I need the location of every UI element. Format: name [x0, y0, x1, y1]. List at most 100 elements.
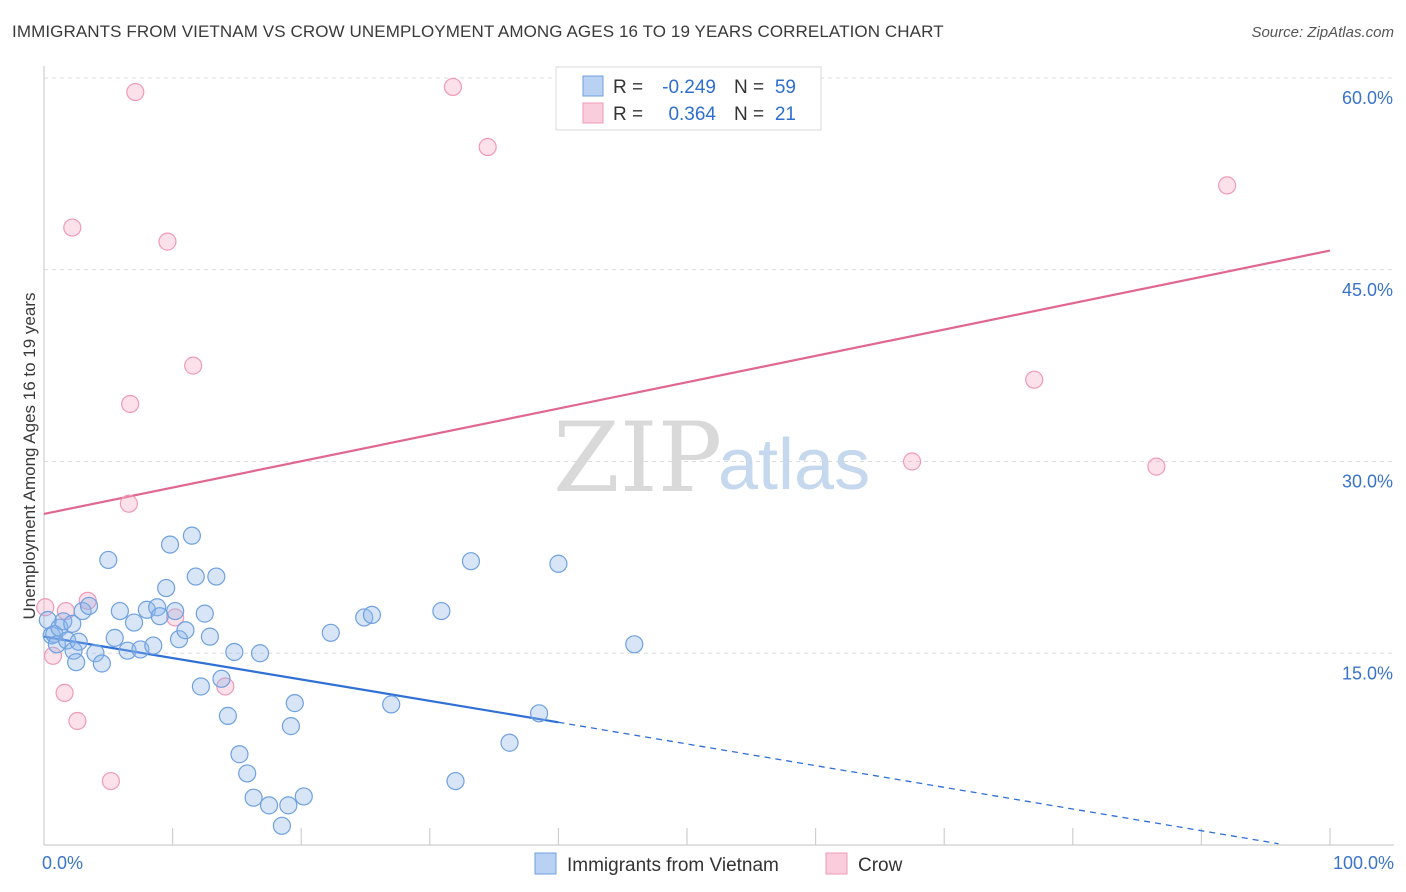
crow-point-13: [184, 356, 203, 375]
vietnam-point-22: [144, 636, 163, 655]
crow-point-1: [43, 646, 63, 665]
vietnam-point-59: [625, 635, 644, 654]
legend-r-label-1: R =: [613, 77, 643, 98]
vietnam-point-54: [446, 771, 465, 791]
vietnam-point-53: [432, 601, 451, 621]
crow-point-15: [443, 77, 463, 97]
crow-point-7: [101, 771, 120, 791]
bottom-legend-swatch-pink: [825, 852, 848, 875]
legend-n-value-2: 21: [775, 104, 796, 125]
vietnam-point-41: [244, 788, 263, 807]
vietnam-point-40: [238, 764, 257, 783]
y-axis-label: Unemployment Among Ages 16 to 19 years: [20, 293, 39, 620]
bottom-legend-swatch-blue: [534, 852, 557, 875]
vietnam-point-14: [92, 654, 111, 673]
vietnam-point-27: [166, 601, 185, 621]
crow-point-9: [121, 394, 140, 414]
vietnam-point-30: [182, 526, 201, 545]
legend-r-label-2: R =: [613, 104, 643, 125]
crow-point-19: [1147, 457, 1166, 476]
vietnam-point-45: [279, 796, 298, 815]
x-tick-min: 0.0%: [42, 853, 83, 873]
crow-points: [36, 77, 1237, 791]
trend-line-vietnam-extension: [558, 721, 1279, 845]
vietnam-point-42: [250, 644, 270, 663]
y-tick-label-3: 60.0%: [1342, 88, 1393, 108]
legend-n-label-1: N =: [734, 77, 764, 98]
vietnam-point-25: [157, 578, 176, 598]
vietnam-point-35: [207, 567, 226, 586]
vietnam-point-44: [272, 816, 292, 835]
vietnam-point-43: [259, 796, 279, 815]
vietnam-point-6: [58, 631, 77, 650]
watermark-atlas: atlas: [718, 425, 870, 505]
crow-point-10: [126, 82, 145, 102]
vietnam-point-31: [186, 567, 205, 586]
y-tick-label-0: 15.0%: [1342, 663, 1393, 683]
crow-point-16: [478, 137, 497, 157]
vietnam-point-12: [79, 596, 99, 616]
vietnam-point-17: [110, 601, 129, 621]
vietnam-point-32: [191, 677, 210, 696]
y-tick-label-1: 30.0%: [1342, 472, 1393, 492]
trend-line-vietnam: [43, 635, 559, 724]
legend-r-value-2: 0.364: [668, 104, 716, 125]
vietnam-point-28: [169, 630, 189, 649]
legend-r-value-1: -0.249: [662, 77, 716, 98]
vietnam-point-48: [294, 787, 313, 806]
bottom-legend-label-crow: Crow: [858, 855, 903, 876]
vietnam-point-46: [281, 717, 301, 736]
vietnam-point-7: [63, 614, 82, 633]
vietnam-point-13: [86, 644, 105, 663]
vietnam-point-58: [549, 554, 568, 573]
y-tick-label-2: 45.0%: [1342, 280, 1393, 300]
vietnam-point-38: [225, 642, 244, 662]
vietnam-point-24: [150, 607, 169, 626]
vietnam-point-15: [99, 550, 118, 570]
vietnam-points: [38, 526, 644, 835]
series-legend: Immigrants from Vietnam Crow: [534, 852, 903, 876]
vietnam-point-36: [212, 669, 231, 688]
vietnam-point-26: [160, 535, 180, 554]
correlation-legend: R = -0.249 N = 59 R = 0.364 N = 21: [555, 66, 822, 131]
vietnam-point-39: [230, 745, 249, 764]
vietnam-point-51: [362, 605, 382, 625]
crow-point-4: [63, 218, 82, 237]
legend-swatch-pink: [582, 102, 604, 124]
vietnam-point-19: [124, 613, 144, 632]
crow-point-12: [166, 608, 185, 627]
crow-point-8: [119, 494, 138, 513]
legend-n-label-2: N =: [734, 104, 764, 125]
x-tick-marks: [172, 828, 1331, 845]
vietnam-point-56: [500, 733, 519, 752]
vietnam-point-9: [67, 653, 86, 672]
legend-n-value-1: 59: [775, 77, 796, 98]
crow-point-17: [902, 452, 922, 471]
crow-point-11: [158, 232, 177, 251]
vietnam-point-37: [218, 706, 237, 725]
vietnam-point-52: [382, 695, 401, 714]
x-tick-max: 100.0%: [1333, 853, 1394, 873]
vietnam-point-18: [118, 641, 137, 660]
crow-point-5: [68, 711, 87, 731]
watermark-zip: ZIP: [553, 402, 722, 514]
crow-point-2: [55, 683, 74, 702]
crow-point-20: [1218, 176, 1237, 195]
vietnam-point-57: [530, 704, 549, 723]
gridlines: [44, 77, 1394, 654]
vietnam-point-10: [69, 632, 88, 651]
source-label: Source: ZipAtlas.com: [1251, 24, 1394, 41]
bottom-legend-label-vietnam: Immigrants from Vietnam: [567, 855, 779, 876]
chart-title: IMMIGRANTS FROM VIETNAM VS CROW UNEMPLOY…: [12, 22, 944, 41]
vietnam-point-33: [195, 604, 214, 623]
trend-lines: [43, 249, 1331, 845]
crow-point-18: [1025, 370, 1044, 389]
vietnam-point-29: [176, 621, 195, 640]
vietnam-point-55: [461, 552, 481, 571]
vietnam-point-16: [105, 628, 124, 648]
legend-swatch-blue: [582, 75, 604, 97]
vietnam-point-47: [285, 694, 304, 713]
trend-line-crow: [43, 249, 1331, 515]
vietnam-point-8: [64, 641, 83, 660]
